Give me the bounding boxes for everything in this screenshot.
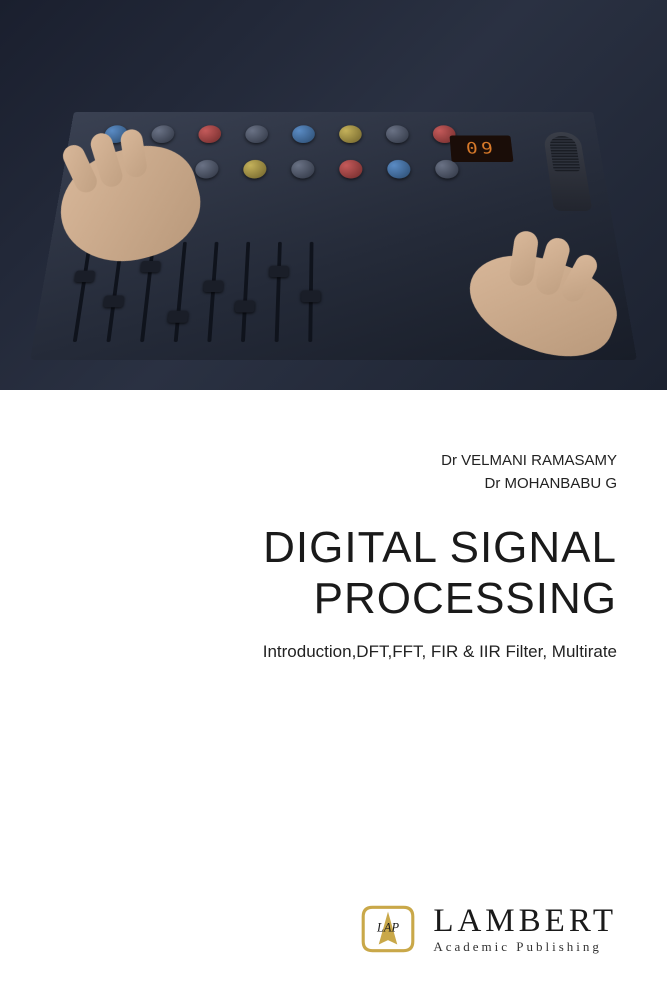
- publisher-tagline: Academic Publishing: [433, 940, 617, 953]
- publisher-name: LAMBERT: [433, 905, 617, 938]
- publisher-block: LAP LAMBERT Academic Publishing: [357, 898, 617, 960]
- book-subtitle: Introduction,DFT,FFT, FIR & IIR Filter, …: [50, 642, 617, 662]
- publisher-logo-icon: LAP: [357, 898, 419, 960]
- authors: Dr VELMANI RAMASAMY Dr MOHANBABU G: [50, 450, 617, 495]
- cover-text-block: Dr VELMANI RAMASAMY Dr MOHANBABU G DIGIT…: [0, 390, 667, 662]
- author-line: Dr MOHANBABU G: [50, 473, 617, 496]
- led-display: 09: [450, 136, 514, 162]
- svg-text:LAP: LAP: [376, 920, 399, 934]
- author-line: Dr VELMANI RAMASAMY: [50, 450, 617, 473]
- book-title: DIGITAL SIGNAL PROCESSING: [50, 523, 617, 624]
- microphone-icon: [543, 132, 592, 211]
- cover-photo: 09: [0, 0, 667, 390]
